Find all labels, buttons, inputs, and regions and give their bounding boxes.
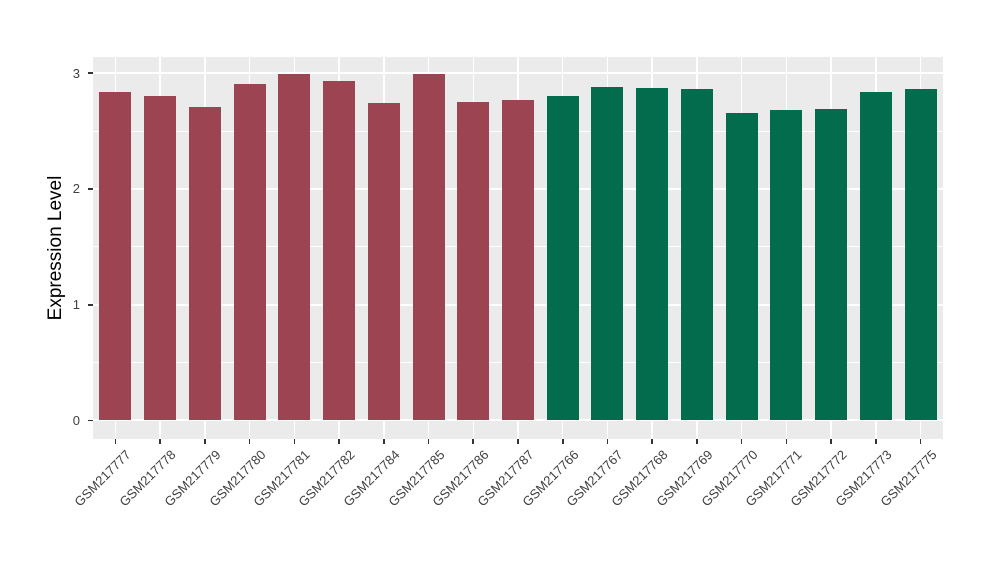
bar-GSM217768 — [636, 88, 669, 421]
x-tick-mark-GSM217766 — [561, 439, 564, 444]
bar-GSM217767 — [591, 87, 624, 421]
x-tick-mark-GSM217768 — [651, 439, 653, 444]
bar-GSM217787 — [502, 99, 534, 421]
y-tick-label-2: 2 — [72, 181, 80, 197]
x-tick-mark-GSM217784 — [382, 439, 385, 444]
x-tick-mark-GSM217787 — [517, 439, 519, 444]
y-tick-mark-0 — [88, 419, 93, 422]
y-tick-label-3: 3 — [72, 65, 80, 81]
bar-GSM217786 — [457, 102, 490, 421]
plot-panel — [93, 57, 943, 439]
bar-GSM217769 — [680, 89, 713, 421]
bar-GSM217785 — [412, 74, 445, 421]
y-tick-label-0: 0 — [72, 412, 80, 428]
x-tick-mark-GSM217775 — [919, 439, 922, 444]
x-tick-mark-GSM217772 — [830, 439, 832, 444]
bar-GSM217777 — [99, 91, 132, 421]
x-tick-mark-GSM217780 — [248, 439, 251, 444]
x-tick-mark-GSM217778 — [159, 439, 161, 444]
y-tick-label-1: 1 — [72, 297, 80, 313]
x-tick-mark-GSM217771 — [785, 439, 788, 444]
x-tick-mark-GSM217767 — [606, 439, 609, 444]
x-tick-mark-GSM217781 — [293, 439, 296, 444]
bar-GSM217780 — [233, 83, 266, 421]
bar-GSM217782 — [323, 81, 356, 421]
y-tick-mark-3 — [88, 72, 93, 74]
x-tick-mark-GSM217786 — [472, 439, 475, 444]
x-tick-mark-GSM217782 — [338, 439, 340, 444]
bar-GSM217784 — [367, 103, 400, 421]
x-tick-mark-GSM217769 — [696, 439, 698, 444]
bar-GSM217773 — [859, 91, 892, 421]
bar-GSM217771 — [770, 110, 803, 421]
bar-GSM217781 — [278, 74, 311, 421]
bar-GSM217772 — [815, 109, 848, 421]
x-tick-mark-GSM217785 — [427, 439, 430, 444]
bar-GSM217775 — [904, 89, 937, 421]
bar-GSM217766 — [546, 96, 579, 421]
bar-GSM217770 — [725, 112, 758, 421]
x-tick-mark-GSM217773 — [875, 439, 877, 444]
bar-GSM217779 — [188, 106, 221, 421]
x-tick-mark-GSM217779 — [204, 439, 206, 444]
bar-GSM217778 — [144, 96, 177, 421]
y-tick-mark-2 — [88, 188, 93, 190]
y-tick-mark-1 — [88, 303, 93, 306]
x-tick-mark-GSM217770 — [740, 439, 743, 444]
x-tick-mark-GSM217777 — [114, 439, 117, 444]
